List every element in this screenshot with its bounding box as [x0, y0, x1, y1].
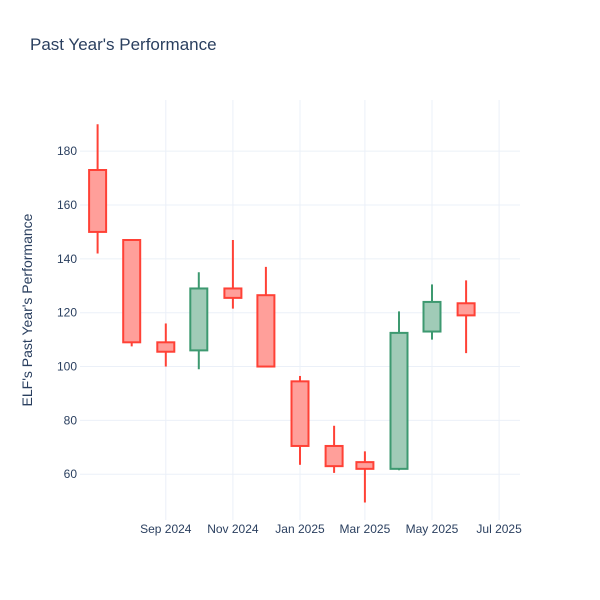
decreasing-candle: [88, 124, 108, 254]
candle-body: [223, 287, 243, 299]
y-axis-ticks: 60 80 100 120 140 160 180: [57, 144, 77, 481]
x-tick-label: May 2025: [406, 522, 459, 536]
candle-body: [122, 239, 142, 344]
x-axis-ticks: Sep 2024 Nov 2024 Jan 2025 Mar 2025 May 2025…: [140, 522, 522, 536]
y-tick-label: 140: [57, 252, 77, 266]
candle-body: [290, 380, 310, 447]
y-tick-label: 100: [57, 360, 77, 374]
decreasing-candle: [355, 451, 375, 503]
increasing-candle: [422, 284, 442, 340]
x-tick-label: Jul 2025: [476, 522, 522, 536]
decreasing-candle: [156, 323, 176, 367]
candle-body: [355, 461, 375, 470]
candle-body: [324, 444, 344, 468]
candle-body: [88, 169, 108, 233]
candle-body: [156, 341, 176, 353]
decreasing-candle: [324, 425, 344, 473]
x-tick-label: Nov 2024: [207, 522, 259, 536]
y-tick-label: 180: [57, 144, 77, 158]
candle-body: [456, 302, 476, 317]
decreasing-candle: [256, 266, 276, 368]
y-axis-title: ELF's Past Year's Performance: [19, 213, 35, 406]
y-tick-label: 120: [57, 306, 77, 320]
decreasing-candle: [290, 375, 310, 465]
x-tick-label: Jan 2025: [275, 522, 325, 536]
y-tick-label: 60: [64, 467, 78, 481]
candle-body: [256, 294, 276, 368]
candle-body: [389, 331, 409, 470]
increasing-candle: [389, 311, 409, 471]
y-tick-label: 160: [57, 198, 77, 212]
candle-body: [422, 300, 442, 333]
y-tick-label: 80: [64, 413, 78, 427]
x-tick-label: Mar 2025: [340, 522, 391, 536]
candle-body: [189, 287, 209, 352]
decreasing-candle: [223, 240, 243, 309]
decreasing-candle: [122, 239, 142, 347]
x-tick-label: Sep 2024: [140, 522, 192, 536]
increasing-candle: [189, 272, 209, 370]
decreasing-candle: [456, 280, 476, 354]
chart-title: Past Year's Performance: [30, 35, 217, 54]
candles: [88, 124, 476, 503]
